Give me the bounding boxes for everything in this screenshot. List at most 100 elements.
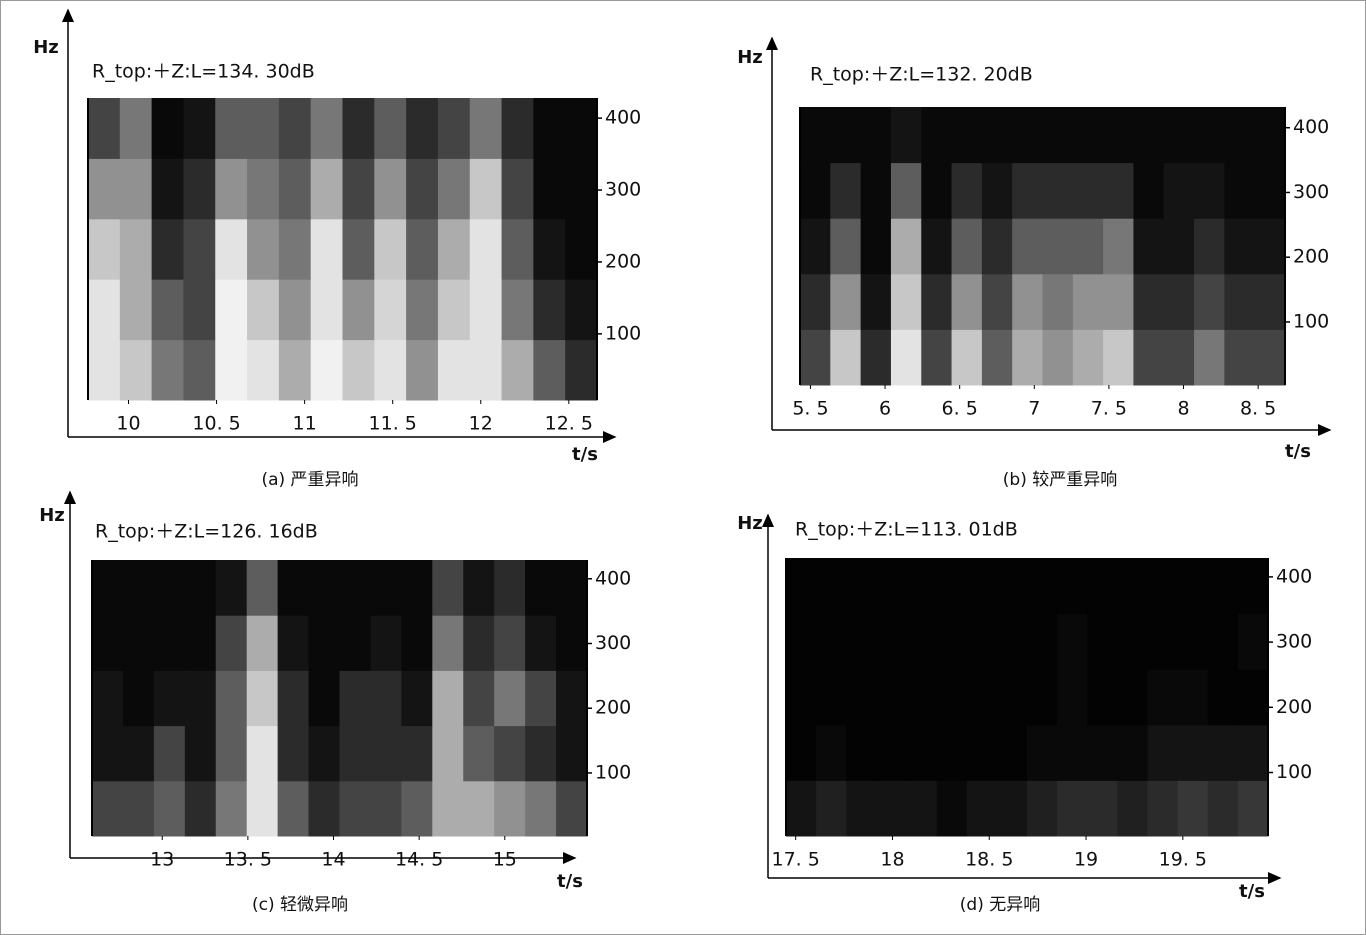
spectrogram-cell (1147, 780, 1179, 837)
spectrogram-cell (278, 279, 312, 341)
spectrogram-cell (860, 107, 892, 164)
spectrogram-cell (890, 107, 922, 164)
spectrogram-cell (565, 98, 598, 159)
spectrogram-cell (92, 670, 124, 727)
spectrogram-cell (800, 273, 831, 330)
spectrogram-cell (342, 98, 375, 159)
spectrogram-cell (816, 724, 847, 781)
spectrogram-cell (996, 613, 1028, 670)
spectrogram-cell (565, 158, 598, 220)
spectrogram-cell (951, 162, 983, 219)
spectrogram-cell (494, 725, 526, 782)
spectrogram-cell (996, 669, 1028, 726)
spectrogram-cell (1133, 218, 1165, 275)
spectrogram-cell (119, 158, 153, 220)
y-tick-label: 100 (1276, 761, 1312, 783)
spectrogram-cell (432, 670, 464, 727)
y-axis-label: Hz (737, 513, 763, 534)
spectrogram-cell (846, 780, 877, 837)
spectrogram-cell (556, 560, 588, 616)
x-tick-label: 13 (150, 849, 174, 871)
y-tick-label: 400 (605, 107, 641, 129)
spectrogram-cell (1012, 162, 1043, 219)
spectrogram-cell (830, 218, 862, 275)
spectrogram-cell (277, 615, 310, 671)
spectrogram-cell (565, 279, 598, 341)
spectrogram-cell (996, 558, 1028, 615)
x-tick-label: 17. 5 (771, 849, 819, 871)
spectrogram-cell (846, 613, 877, 670)
spectrogram-cell (151, 158, 184, 220)
spectrogram-cell (1224, 107, 1256, 164)
spectrogram-cell (556, 615, 588, 671)
x-axis-label: t/s (1239, 881, 1265, 902)
spectrogram-cell (501, 98, 534, 159)
spectrogram-cell (122, 560, 155, 616)
spectrogram-cell (1057, 780, 1088, 837)
spectrogram-cell (406, 279, 439, 341)
spectrogram-cell (1057, 613, 1088, 670)
spectrogram-cell (432, 615, 464, 671)
spectrogram-cell (183, 158, 216, 220)
x-tick-label: 8 (1177, 398, 1189, 420)
spectrogram-cell (951, 273, 983, 330)
spectrogram-cell (278, 339, 312, 401)
spectrogram-cell (1163, 329, 1195, 386)
spectrogram-cell (921, 273, 953, 330)
spectrogram-cell (1087, 558, 1118, 615)
spectrogram-cell (215, 339, 248, 401)
spectrogram-cell (370, 780, 402, 837)
spectrogram-cell (183, 98, 216, 159)
spectrogram-cell (533, 98, 566, 159)
y-axis-label: Hz (737, 47, 763, 68)
spectrogram-cell (246, 670, 279, 727)
spectrogram-cell (556, 670, 588, 727)
x-tick-label: 6. 5 (942, 398, 978, 420)
spectrogram-cell (432, 780, 464, 837)
spectrogram-cell (1133, 107, 1165, 164)
x-axis-label: t/s (557, 871, 583, 892)
spectrogram-cell (1117, 724, 1148, 781)
spectrogram-cell (469, 279, 503, 341)
spectrogram-cell (800, 329, 831, 386)
spectrogram-cell (215, 98, 248, 159)
spectrogram-cell (1224, 329, 1256, 386)
spectrogram-cell (876, 613, 907, 670)
spectrogram-cell (525, 615, 557, 671)
spectrogram-cell (247, 339, 280, 401)
spectrogram-cell (846, 558, 877, 615)
spectrogram-cell (981, 329, 1013, 386)
spectrogram-cell (308, 615, 340, 671)
spectrogram-cell (966, 780, 998, 837)
spectrogram-cell (406, 339, 439, 401)
spectrogram-cell (1103, 162, 1134, 219)
spectrogram-cell (183, 218, 216, 280)
spectrogram-cell (370, 670, 402, 727)
spectrogram-cell (401, 615, 433, 671)
spectrogram-cell (463, 560, 495, 616)
spectrogram-cell (119, 218, 153, 280)
x-tick-label: 12 (469, 413, 493, 435)
spectrogram-cell (816, 613, 847, 670)
spectrogram-cell (339, 615, 371, 671)
spectrogram-cell (370, 560, 402, 616)
x-tick-label: 10. 5 (192, 413, 240, 435)
spectrogram-cell (88, 218, 121, 280)
spectrogram-cell (1163, 218, 1195, 275)
spectrogram-cell (215, 615, 248, 671)
spectrogram-cell (906, 724, 938, 781)
spectrogram-cell (277, 780, 310, 837)
spectrogram-cell (1072, 329, 1104, 386)
spectrogram-cell (533, 218, 566, 280)
x-tick-label: 13. 5 (224, 849, 272, 871)
y-tick-label: 300 (605, 179, 641, 201)
spectrogram-cell (278, 98, 312, 159)
spectrogram-cell (533, 279, 566, 341)
spectrogram-cell (339, 670, 371, 727)
spectrogram-cell (533, 339, 566, 401)
y-axis-label: Hz (33, 37, 59, 58)
spectrogram-cell (432, 725, 464, 782)
spectrogram-cell (890, 218, 922, 275)
x-tick-label: 7. 5 (1091, 398, 1127, 420)
spectrogram-cell (88, 339, 121, 401)
